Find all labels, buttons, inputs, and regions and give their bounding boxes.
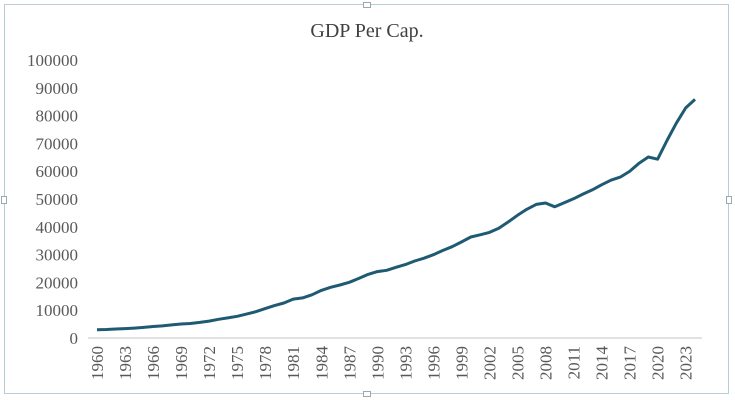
x-tick-label: 1960: [88, 346, 107, 380]
x-tick-label: 1993: [396, 346, 415, 380]
y-tick-label: 70000: [36, 134, 79, 153]
x-tick-label: 2005: [508, 346, 527, 380]
resize-handle-left[interactable]: [1, 196, 7, 204]
x-tick-label: 1987: [340, 346, 359, 381]
x-tick-label: 1990: [368, 346, 387, 380]
x-tick-label: 1999: [452, 346, 471, 380]
y-tick-label: 30000: [36, 246, 79, 265]
x-tick-label: 1984: [312, 346, 331, 381]
x-tick-label: 2008: [537, 346, 556, 380]
y-tick-label: 40000: [36, 218, 79, 237]
x-tick-label: 1966: [144, 346, 163, 380]
y-tick-label: 50000: [36, 190, 79, 209]
y-tick-label: 100000: [27, 51, 78, 70]
x-tick-label: 1969: [172, 346, 191, 380]
x-tick-label: 2011: [565, 346, 584, 379]
y-tick-label: 80000: [36, 107, 79, 126]
x-tick-label: 1972: [200, 346, 219, 380]
x-tick-label: 1963: [116, 346, 135, 380]
x-tick-label: 2023: [677, 346, 696, 380]
x-tick-label: 2002: [480, 346, 499, 380]
resize-handle-bottom[interactable]: [363, 391, 371, 397]
x-tick-label: 1978: [256, 346, 275, 380]
x-tick-label: 1981: [284, 346, 303, 380]
y-tick-label: 0: [70, 329, 79, 348]
x-tick-label: 1975: [228, 346, 247, 380]
x-tick-label: 1996: [424, 346, 443, 380]
y-tick-label: 20000: [36, 273, 79, 292]
x-tick-label: 2017: [621, 346, 640, 381]
resize-handle-top[interactable]: [363, 2, 371, 8]
y-tick-label: 90000: [36, 79, 79, 98]
gdp-series-line: [96, 98, 697, 332]
resize-handle-right[interactable]: [726, 196, 732, 204]
x-tick-label: 2020: [649, 346, 668, 380]
y-tick-label: 60000: [36, 162, 79, 181]
x-tick-label: 2014: [593, 346, 612, 381]
y-tick-label: 10000: [36, 301, 79, 320]
chart-title: GDP Per Cap.: [310, 20, 423, 42]
